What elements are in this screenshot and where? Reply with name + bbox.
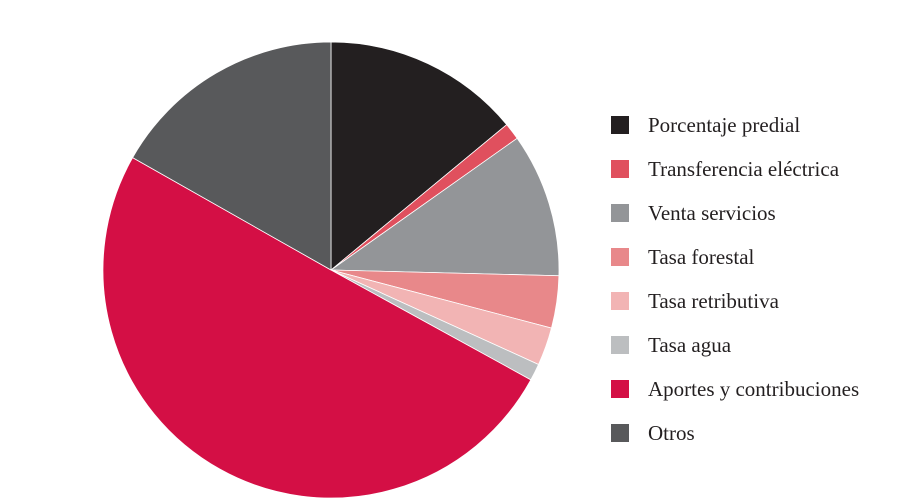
legend-swatch-6 [611,336,629,354]
pie-slice-1 [330,41,508,271]
legend-label-8: Otros [648,421,695,445]
pie-slice-8 [132,41,332,271]
legend-swatch-4 [611,248,629,266]
legend-swatch-3 [611,204,629,222]
legend-swatch-2 [611,160,629,178]
legend-label-3: Venta servicios [648,201,776,225]
legend-label-4: Tasa forestal [648,245,755,269]
legend: Porcentaje predial Transferencia eléctric… [611,113,859,445]
legend-label-1: Porcentaje predial [648,113,800,137]
legend-swatch-1 [611,116,629,134]
legend-swatch-5 [611,292,629,310]
pie-slice-7 [102,157,532,499]
legend-label-6: Tasa agua [648,333,732,357]
legend-label-5: Tasa retributiva [648,289,780,313]
pie-slices [102,41,560,499]
legend-swatch-8 [611,424,629,442]
legend-swatch-7 [611,380,629,398]
legend-label-7: Aportes y contribuciones [648,377,859,401]
pie-slice-3 [329,137,560,277]
legend-label-2: Transferencia eléctrica [648,157,840,181]
